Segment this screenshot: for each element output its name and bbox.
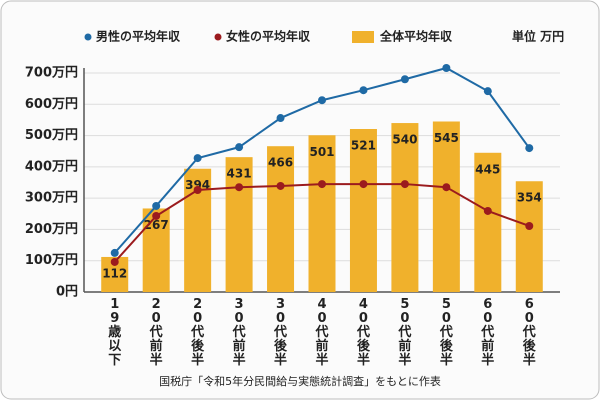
point	[483, 87, 492, 96]
y-tick-label: 300万円	[25, 191, 78, 206]
legend-swatch	[352, 31, 374, 43]
value-label: 501	[309, 145, 334, 159]
point	[193, 186, 202, 195]
point	[152, 211, 161, 220]
x-tick-label: 19歳以下	[108, 297, 122, 368]
y-tick-label: 600万円	[25, 97, 78, 112]
point	[359, 180, 368, 189]
y-tick-label: 0円	[56, 285, 78, 300]
bar	[432, 121, 460, 292]
legend-swatch	[84, 33, 92, 41]
y-tick-label: 700万円	[25, 66, 78, 81]
bar	[349, 129, 377, 292]
point	[152, 201, 161, 210]
bar	[267, 146, 295, 292]
bar	[474, 152, 502, 292]
legend-label: 男性の平均年収	[96, 29, 181, 44]
point	[400, 180, 409, 189]
legend-swatch	[214, 33, 222, 41]
unit: 単位 万円	[512, 29, 564, 44]
x-tick-label: 20代後半	[191, 297, 205, 368]
x-tick-label: 20代前半	[149, 297, 163, 368]
point	[525, 144, 534, 153]
point	[359, 86, 368, 95]
point	[525, 221, 534, 230]
legend-label: 女性の平均年収	[226, 29, 311, 44]
bar	[308, 135, 336, 292]
bar	[225, 157, 253, 292]
point	[193, 154, 202, 163]
value-label: 540	[392, 133, 417, 147]
point	[276, 181, 285, 190]
point	[318, 180, 326, 189]
value-label: 112	[102, 266, 127, 280]
value-label: 431	[227, 167, 252, 181]
point	[318, 96, 326, 105]
point	[442, 63, 451, 72]
y-tick-label: 500万円	[25, 128, 78, 143]
value-label: 545	[434, 131, 459, 145]
source: 国税庁「令和5年分民間給与実態統計調査」をもとに作表	[159, 374, 441, 388]
x-tick-label: 60代前半	[481, 297, 495, 368]
bar	[515, 181, 543, 292]
point	[110, 248, 119, 257]
value-label: 466	[268, 156, 293, 170]
point	[235, 183, 244, 192]
y-tick-label: 400万円	[25, 159, 78, 174]
value-label: 354	[517, 191, 542, 205]
point	[276, 114, 285, 123]
y-tick-label: 200万円	[25, 222, 78, 237]
value-label: 445	[475, 162, 500, 176]
point	[442, 183, 451, 192]
x-tick-label: 50代前半	[398, 297, 412, 368]
x-tick-label: 30代後半	[274, 297, 288, 368]
x-tick-label: 40代後半	[356, 297, 370, 368]
bar	[142, 208, 170, 292]
legend-label: 全体平均年収	[379, 29, 453, 44]
x-tick-label: 60代後半	[522, 297, 536, 368]
x-tick-label: 50代後半	[439, 297, 453, 368]
point	[235, 143, 244, 152]
value-label: 521	[351, 139, 376, 153]
point	[110, 257, 119, 266]
y-tick-label: 100万円	[25, 253, 78, 268]
x-tick-label: 40代前半	[315, 297, 329, 368]
bar	[391, 123, 419, 292]
point	[400, 75, 409, 84]
x-tick-label: 30代前半	[232, 297, 246, 368]
point	[483, 206, 492, 215]
